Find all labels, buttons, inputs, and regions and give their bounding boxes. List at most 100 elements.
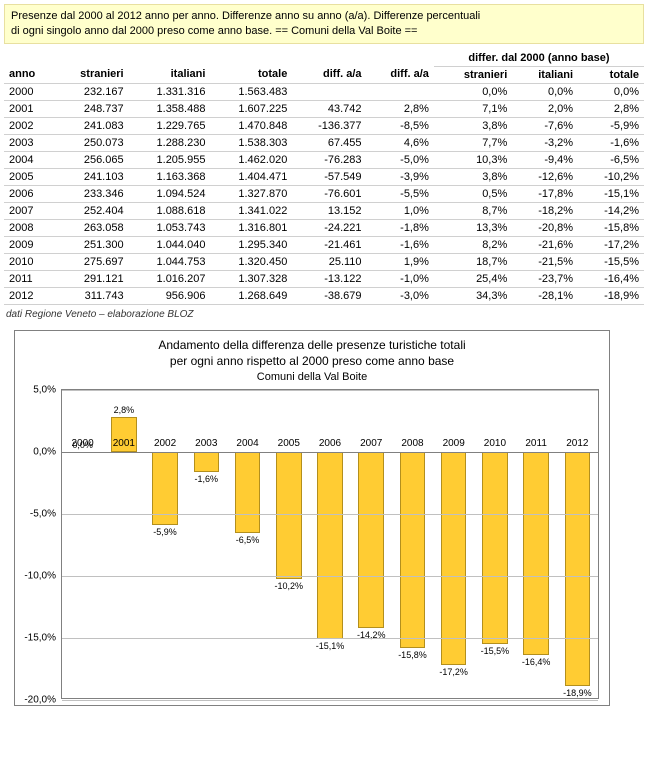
table-cell: -3,2% bbox=[512, 134, 578, 151]
table-col-header: totale bbox=[578, 66, 644, 83]
footnote: dati Regione Veneto – elaborazione BLOZ bbox=[6, 309, 642, 320]
table-cell: -18,9% bbox=[578, 287, 644, 304]
table-cell: 311.743 bbox=[54, 287, 128, 304]
table-row: 2006233.3461.094.5241.327.870-76.601-5,5… bbox=[4, 185, 644, 202]
table-cell: 2012 bbox=[4, 287, 54, 304]
table-cell: 2011 bbox=[4, 270, 54, 287]
header-box: Presenze dal 2000 al 2012 anno per anno.… bbox=[4, 4, 644, 44]
table-cell: 1.268.649 bbox=[210, 287, 292, 304]
table-cell: 2001 bbox=[4, 100, 54, 117]
table-cell: -6,5% bbox=[578, 151, 644, 168]
table-cell: 241.103 bbox=[54, 168, 128, 185]
table-cell: 8,7% bbox=[434, 202, 512, 219]
table-cell: 13,3% bbox=[434, 219, 512, 236]
table-cell: 13.152 bbox=[292, 202, 366, 219]
chart-bar bbox=[482, 452, 508, 644]
chart-bars: 20000,0%20012,8%2002-5,9%2003-1,6%2004-6… bbox=[62, 390, 598, 698]
chart-value-label: -15,5% bbox=[475, 646, 515, 656]
chart-ytick-label: -15,0% bbox=[24, 633, 56, 644]
table-cell: -76.283 bbox=[292, 151, 366, 168]
chart-title-l2: per ogni anno rispetto al 2000 preso com… bbox=[170, 354, 454, 368]
table-cell: -21,6% bbox=[512, 236, 578, 253]
table-cell: -7,6% bbox=[512, 117, 578, 134]
table-cell: -15,8% bbox=[578, 219, 644, 236]
chart-category-label: 2012 bbox=[557, 438, 597, 449]
table-cell: 1,9% bbox=[367, 253, 434, 270]
table-head: differ. dal 2000 (anno base)annostranier… bbox=[4, 50, 644, 84]
chart-bar bbox=[358, 452, 384, 628]
table-cell: 7,1% bbox=[434, 100, 512, 117]
chart-grid-line bbox=[62, 638, 598, 639]
table-cell: -10,2% bbox=[578, 168, 644, 185]
chart-category-label: 2001 bbox=[104, 438, 144, 449]
chart-value-label: -5,9% bbox=[145, 527, 185, 537]
table-cell: 1.053.743 bbox=[129, 219, 211, 236]
chart-ytick-label: -20,0% bbox=[24, 695, 56, 706]
table-cell: 0,5% bbox=[434, 185, 512, 202]
chart-category-label: 2003 bbox=[186, 438, 226, 449]
table-cell: -17,8% bbox=[512, 185, 578, 202]
table-cell: 0,0% bbox=[434, 83, 512, 100]
table-cell: -20,8% bbox=[512, 219, 578, 236]
table-cell: 291.121 bbox=[54, 270, 128, 287]
chart-grid-line bbox=[62, 576, 598, 577]
table-cell: -23,7% bbox=[512, 270, 578, 287]
table-cell: -16,4% bbox=[578, 270, 644, 287]
table-cell: 1.316.801 bbox=[210, 219, 292, 236]
table-cell: 2010 bbox=[4, 253, 54, 270]
table-col-header: italiani bbox=[512, 66, 578, 83]
table-cell: 1,0% bbox=[367, 202, 434, 219]
table-cell: -12,6% bbox=[512, 168, 578, 185]
table-cell: 1.229.765 bbox=[129, 117, 211, 134]
table-row: 2003250.0731.288.2301.538.30367.4554,6%7… bbox=[4, 134, 644, 151]
chart-bar bbox=[565, 452, 591, 686]
table-cell: 8,2% bbox=[434, 236, 512, 253]
table-body: 2000232.1671.331.3161.563.4830,0%0,0%0,0… bbox=[4, 83, 644, 304]
table-row: 2008263.0581.053.7431.316.801-24.221-1,8… bbox=[4, 219, 644, 236]
chart-value-label: -18,9% bbox=[557, 688, 597, 698]
table-cell: 250.073 bbox=[54, 134, 128, 151]
table-cell: 10,3% bbox=[434, 151, 512, 168]
table-cell: 241.083 bbox=[54, 117, 128, 134]
table-cell: -3,9% bbox=[367, 168, 434, 185]
table-cell: -8,5% bbox=[367, 117, 434, 134]
chart-title-l1: Andamento della differenza delle presenz… bbox=[158, 338, 465, 352]
table-row: 2007252.4041.088.6181.341.02213.1521,0%8… bbox=[4, 202, 644, 219]
chart-category-label: 2010 bbox=[475, 438, 515, 449]
table-cell: 2007 bbox=[4, 202, 54, 219]
table-cell: 2003 bbox=[4, 134, 54, 151]
chart-bar bbox=[276, 452, 302, 578]
table-cell: 1.538.303 bbox=[210, 134, 292, 151]
table-cell: 25,4% bbox=[434, 270, 512, 287]
chart-ytick-label: -10,0% bbox=[24, 571, 56, 582]
chart-value-label: -6,5% bbox=[228, 535, 268, 545]
chart-ytick-label: -5,0% bbox=[30, 509, 56, 520]
table-cell: -1,8% bbox=[367, 219, 434, 236]
table-cell: 1.205.955 bbox=[129, 151, 211, 168]
table-cell: -136.377 bbox=[292, 117, 366, 134]
table-col-header: stranieri bbox=[434, 66, 512, 83]
table-cell: 252.404 bbox=[54, 202, 128, 219]
table-cell: 256.065 bbox=[54, 151, 128, 168]
table-cell bbox=[367, 83, 434, 100]
table-row: 2002241.0831.229.7651.470.848-136.377-8,… bbox=[4, 117, 644, 134]
table-cell: 43.742 bbox=[292, 100, 366, 117]
table-cell: 2004 bbox=[4, 151, 54, 168]
chart-value-label: -16,4% bbox=[516, 657, 556, 667]
table-cell: -5,9% bbox=[578, 117, 644, 134]
table-cell: 1.331.316 bbox=[129, 83, 211, 100]
chart-category-label: 2004 bbox=[228, 438, 268, 449]
table-cell: 2005 bbox=[4, 168, 54, 185]
table-cell: 2009 bbox=[4, 236, 54, 253]
table-cell: 2008 bbox=[4, 219, 54, 236]
table-cell: -76.601 bbox=[292, 185, 366, 202]
chart-value-label: -15,1% bbox=[310, 641, 350, 651]
table-group-header: differ. dal 2000 (anno base) bbox=[434, 50, 644, 67]
chart-category-label: 2007 bbox=[351, 438, 391, 449]
table-cell: 1.563.483 bbox=[210, 83, 292, 100]
chart-category-label: 2006 bbox=[310, 438, 350, 449]
table-cell: 1.044.040 bbox=[129, 236, 211, 253]
table-cell: -21.461 bbox=[292, 236, 366, 253]
table-cell: 2006 bbox=[4, 185, 54, 202]
table-cell: 1.607.225 bbox=[210, 100, 292, 117]
